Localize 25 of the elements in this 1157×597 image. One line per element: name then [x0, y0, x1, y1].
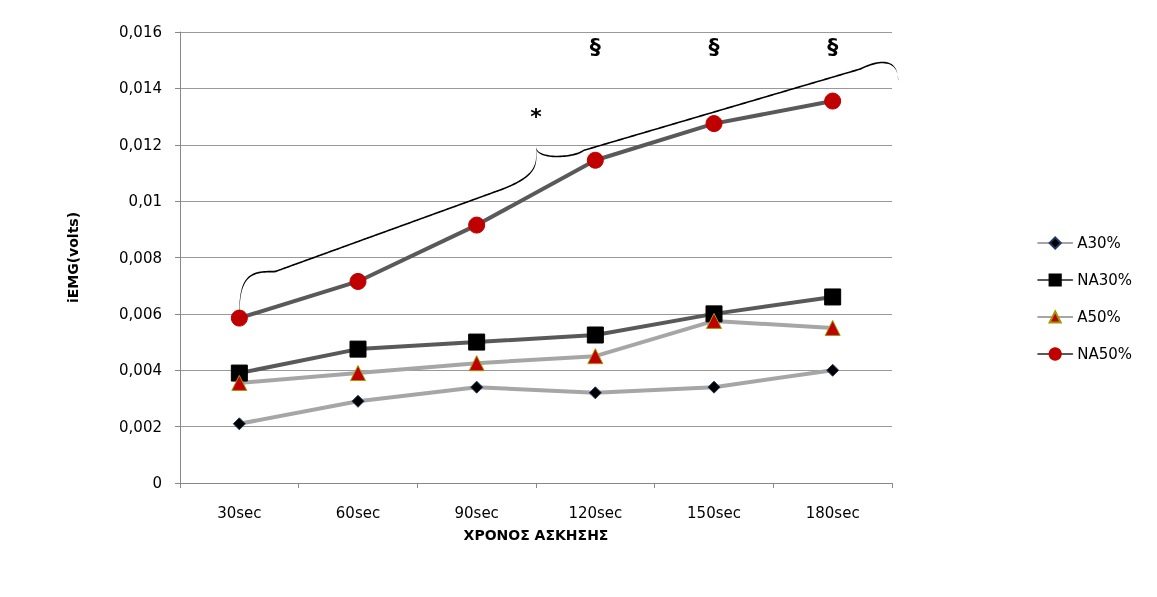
y-tick-label: 0,01: [128, 192, 162, 211]
x-tick-label: 30sec: [217, 503, 262, 522]
x-tick-label: 90sec: [454, 503, 499, 522]
annotation: *: [530, 104, 543, 130]
x-tick-label: 180sec: [805, 503, 860, 522]
x-tick-label: 120sec: [568, 503, 623, 522]
x-tick-label: 60sec: [335, 503, 381, 522]
legend-label: A30%: [1077, 234, 1121, 252]
y-tick-label: 0,016: [119, 23, 162, 41]
legend-label: NA50%: [1077, 345, 1133, 363]
y-tick-label: 0,008: [119, 248, 162, 267]
y-tick-label: 0: [152, 474, 162, 492]
y-tick-label: 0,014: [119, 79, 162, 98]
annotation: §: [827, 33, 839, 59]
y-tick-label: 0,004: [119, 361, 162, 380]
x-axis-title: ΧΡΟΝΟΣ ΑΣΚΗΣΗΣ: [463, 527, 609, 543]
y-tick-label: 0,012: [119, 135, 162, 154]
legend-label: NA30%: [1077, 271, 1133, 289]
y-axis-title: iEMG(volts): [65, 211, 81, 304]
y-tick-label: 0,002: [119, 417, 162, 436]
y-tick-label: 0,006: [119, 304, 162, 323]
x-tick-label: 150sec: [687, 503, 741, 522]
annotation: §: [589, 33, 601, 59]
legend-label: A50%: [1077, 308, 1121, 326]
annotation: §: [708, 33, 720, 59]
